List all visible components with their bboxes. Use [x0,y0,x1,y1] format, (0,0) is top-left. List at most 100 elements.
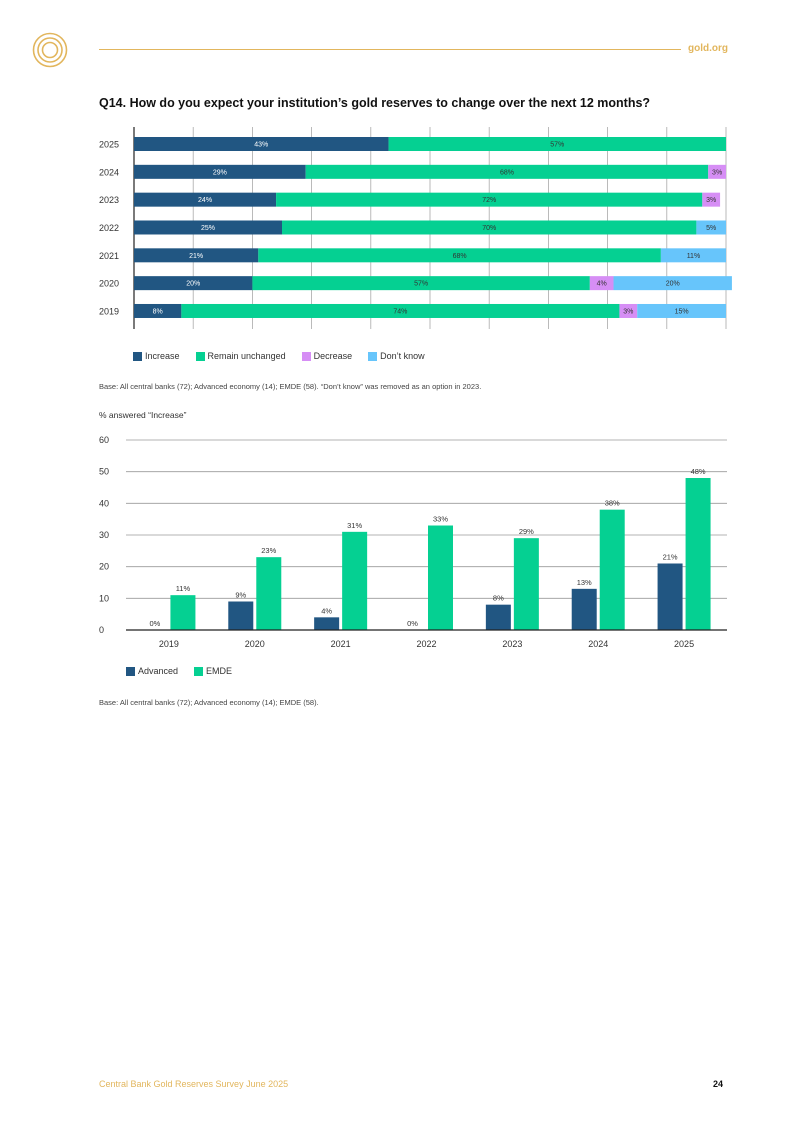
bar-decrease [589,276,614,291]
data-label: 8% [153,308,163,315]
data-label: 24% [198,197,212,204]
data-label: 20% [666,281,680,288]
x-tick-label: 2019 [159,639,179,649]
legend-item-unchanged: Remain unchanged [195,351,286,361]
bar-advanced [485,604,511,630]
data-label: 68% [500,169,514,176]
bar-remain-unchanged [388,137,726,151]
y-tick-label: 2023 [99,195,119,205]
bar-emde [342,531,368,630]
data-label: 72% [482,197,496,204]
legend-label: Decrease [313,351,353,361]
data-label: 57% [550,142,564,149]
bar-advanced [228,601,254,630]
legend-item-increase: Increase [133,351,180,361]
legend-item-advanced: Advanced [126,666,178,676]
y-tick-label: 60 [99,435,109,445]
data-label: 0% [407,619,418,628]
data-label: 11% [687,253,701,260]
bar-remain-unchanged [305,164,709,179]
data-label: 13% [577,578,592,587]
chart1-legend: Increase Remain unchanged Decrease Don’t… [133,351,441,361]
y-tick-label: 2020 [99,279,119,289]
data-label: 8% [493,594,504,603]
data-label: 3% [623,308,633,315]
y-tick-label: 2021 [99,251,119,261]
legend-label: Remain unchanged [207,351,286,361]
y-tick-label: 20 [99,562,109,572]
bar-increase [134,276,253,291]
x-tick-label: 2025 [674,639,694,649]
base-note-2: Base: All central banks (72); Advanced e… [99,698,319,707]
data-label: 4% [321,606,332,615]
legend-item-emde: EMDE [194,666,232,676]
bar-increase [134,164,306,179]
y-tick-label: 2019 [99,306,119,316]
base-note-1: Base: All central banks (72); Advanced e… [99,382,482,391]
data-label: 68% [453,253,467,260]
x-tick-label: 2024 [588,639,608,649]
bar-increase [134,192,277,207]
bar-advanced [657,563,683,630]
page-number: 24 [713,1079,724,1089]
data-label: 31% [347,521,362,530]
site-link[interactable]: gold.org [688,43,728,54]
y-tick-label: 2024 [99,167,119,177]
data-label: 33% [433,515,448,524]
stacked-bar-chart: 2025 43% 57% 2024 29% 68% 3% 2023 24% 72% 3% 2022 25… [99,127,732,329]
y-tick-label: 10 [99,593,109,603]
y-tick-label: 50 [99,467,109,477]
data-label: 20% [186,281,200,288]
bar-emde [256,557,282,630]
data-label: 43% [254,142,268,149]
bar-advanced [314,617,340,630]
legend-item-decrease: Decrease [301,351,353,361]
bar-increase [134,303,182,318]
x-tick-label: 2023 [502,639,522,649]
y-tick-label: 0 [99,625,104,635]
legend-label: EMDE [206,666,233,676]
data-label: 23% [261,546,276,555]
legend-label: Don’t know [380,351,425,361]
bar-emde [170,595,196,630]
bar-remain-unchanged [276,192,703,207]
bar-remain-unchanged [252,276,590,291]
data-label: 29% [519,527,534,536]
bar-decrease [619,303,638,318]
bar-emde [513,538,539,630]
bar-increase [134,248,259,263]
bar-decrease [708,164,726,179]
y-tick-label: 40 [99,498,109,508]
data-label: 15% [675,308,689,315]
bar-advanced [571,588,597,630]
data-label: 5% [706,225,716,232]
data-label: 57% [414,281,428,288]
data-label: 25% [201,225,215,232]
bar-don-t-know [660,248,726,263]
data-label: 29% [213,169,227,176]
data-label: 11% [176,584,191,593]
x-tick-label: 2021 [331,639,351,649]
bar-remain-unchanged [258,248,661,263]
data-label: 9% [235,591,246,600]
y-tick-label: 2025 [99,140,119,150]
data-label: 70% [482,225,496,232]
data-label: 3% [712,169,722,176]
data-label: 0% [150,619,161,628]
data-label: 21% [189,253,203,260]
bar-remain-unchanged [282,220,697,235]
bar-emde [428,525,453,630]
bar-increase [134,220,282,235]
grouped-bar-chart: 0 10 20 30 40 50 60 0% 11% 2019 9% 23% 2020 4% 31% 2021… [99,435,727,649]
x-tick-label: 2020 [245,639,265,649]
legend-label: Advanced [138,666,179,676]
data-label: 3% [706,197,716,204]
page-title: Q14. How do you expect your institution’… [99,96,651,110]
data-label: 4% [597,281,607,288]
y-tick-label: 30 [99,530,109,540]
bar-don-t-know [613,276,732,291]
chart2-legend: Advanced EMDE [126,666,248,676]
data-label: 21% [663,553,678,562]
data-label: 48% [691,467,706,476]
bar-don-t-know [696,220,726,235]
